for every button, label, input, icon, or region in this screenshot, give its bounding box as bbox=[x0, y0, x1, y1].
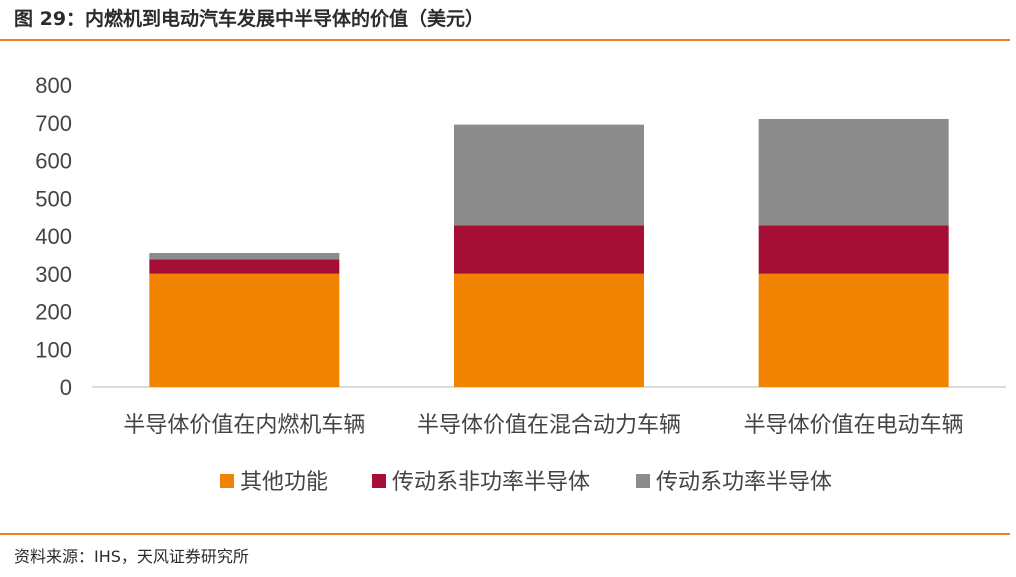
source-note: 资料来源：IHS，天风证券研究所 bbox=[14, 547, 249, 566]
bar-segment-3-category-1 bbox=[149, 252, 340, 260]
bar-segment-2-category-1 bbox=[149, 259, 340, 274]
category-label: 半导体价值在电动车辆 bbox=[744, 413, 964, 438]
legend-label: 传动系非功率半导体 bbox=[392, 470, 590, 495]
legend-label: 其他功能 bbox=[240, 470, 328, 495]
y-tick-label: 300 bbox=[35, 262, 72, 287]
category-label: 半导体价值在混合动力车辆 bbox=[417, 413, 681, 438]
bars bbox=[149, 118, 949, 387]
legend-label: 传动系功率半导体 bbox=[656, 470, 832, 495]
category-label: 半导体价值在内燃机车辆 bbox=[123, 413, 365, 438]
y-tick-label: 0 bbox=[60, 375, 72, 400]
legend-swatch bbox=[372, 474, 386, 488]
bar-segment-2-category-3 bbox=[758, 225, 949, 274]
bar-segment-1-category-1 bbox=[149, 273, 340, 387]
category-labels: 半导体价值在内燃机车辆 半导体价值在混合动力车辆 半导体价值在电动车辆 bbox=[123, 413, 963, 438]
y-tick-label: 700 bbox=[35, 111, 72, 136]
y-tick-label: 200 bbox=[35, 300, 72, 325]
y-tick-label: 100 bbox=[35, 337, 72, 362]
source-divider bbox=[0, 533, 1010, 535]
bar-segment-3-category-3 bbox=[758, 118, 949, 226]
bar-segment-3-category-2 bbox=[454, 124, 644, 226]
bar-segment-1-category-2 bbox=[454, 273, 644, 387]
y-tick-label: 400 bbox=[35, 224, 72, 249]
legend-swatch bbox=[636, 474, 650, 488]
bar-segment-1-category-3 bbox=[758, 273, 949, 387]
y-tick-label: 600 bbox=[35, 149, 72, 174]
y-axis-ticks: 0 100 200 300 400 500 600 700 800 bbox=[35, 73, 72, 400]
legend: 其他功能 传动系非功率半导体 传动系功率半导体 bbox=[220, 470, 832, 495]
y-tick-label: 500 bbox=[35, 186, 72, 211]
legend-swatch bbox=[220, 474, 234, 488]
y-tick-label: 800 bbox=[35, 73, 72, 98]
chart-title: 图 29：内燃机到电动汽车发展中半导体的价值（美元） bbox=[14, 8, 485, 30]
bar-segment-2-category-2 bbox=[454, 225, 644, 274]
title-divider bbox=[0, 39, 1010, 41]
